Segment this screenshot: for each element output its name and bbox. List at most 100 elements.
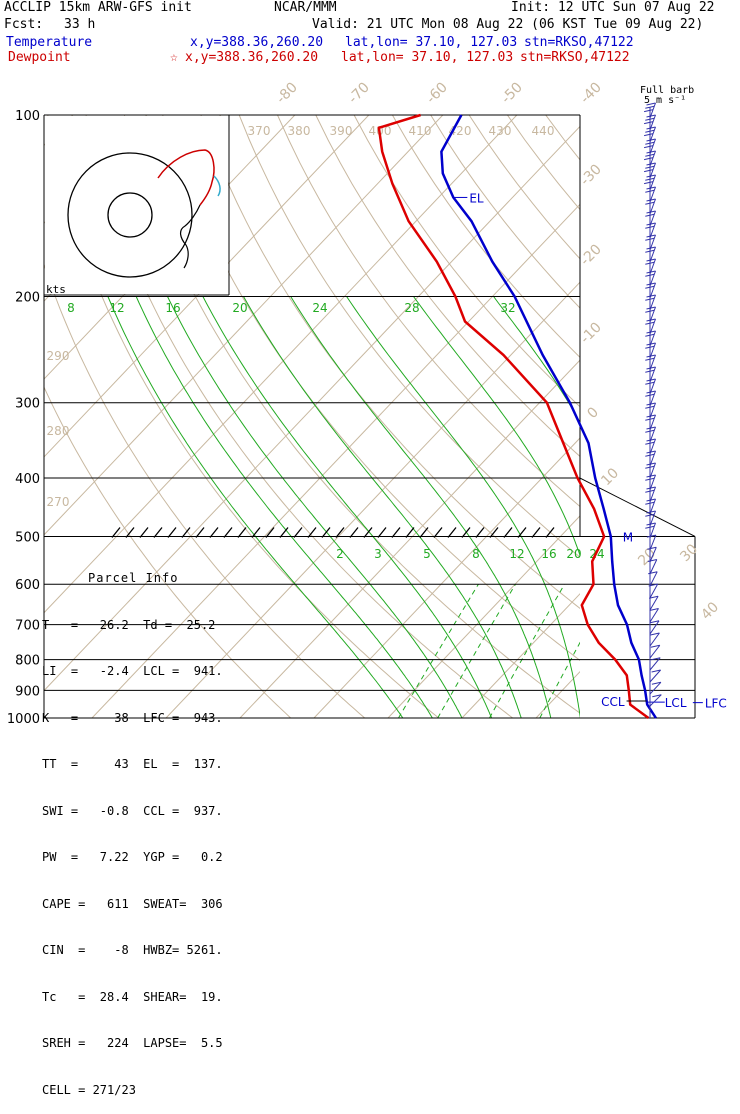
parcel-row: CAPE = 611 SWEAT= 306 bbox=[42, 897, 232, 913]
dry-adiabat-line bbox=[469, 115, 740, 718]
parcel-row: SREH = 224 LAPSE= 5.5 bbox=[42, 1036, 232, 1052]
isotherm-line bbox=[684, 115, 740, 718]
moist-adiabat-line bbox=[494, 297, 640, 719]
isotherm-label: 30 bbox=[677, 541, 701, 565]
theta-label: 370 bbox=[248, 124, 271, 138]
parcel-row: SWI = -0.8 CCL = 937. bbox=[42, 804, 232, 820]
theta-label: 270 bbox=[47, 495, 70, 509]
dry-adiabat-line bbox=[507, 115, 740, 718]
moist-adiabat-line bbox=[291, 297, 551, 719]
mixing-ratio-line bbox=[438, 584, 516, 718]
init-time: Init: 12 UTC Sun 07 Aug 22 bbox=[511, 1, 715, 15]
isotherm-label: -10 bbox=[577, 319, 604, 346]
dewpoint-station: stn=RKSO,47122 bbox=[520, 51, 630, 65]
isotherm-line bbox=[536, 115, 740, 718]
parcel-row: CELL = 271/23 bbox=[42, 1083, 232, 1099]
theta-label: 380 bbox=[288, 124, 311, 138]
moist-adiabat-line bbox=[680, 297, 714, 719]
moist-adiabat-label: 12 bbox=[109, 301, 124, 315]
moist-adiabat-label: 8 bbox=[67, 301, 75, 315]
pressure-tick-label: 100 bbox=[15, 109, 40, 124]
pressure-tick-label: 300 bbox=[15, 397, 40, 412]
theta-label: 280 bbox=[47, 424, 70, 438]
moist-adiabat-label: 20 bbox=[232, 301, 247, 315]
dry-adiabat-line bbox=[584, 115, 740, 718]
moist-adiabat-label: 28 bbox=[404, 301, 419, 315]
wind-barbs bbox=[644, 103, 661, 718]
isotherm-label: 0 bbox=[584, 404, 602, 422]
theta-label: 390 bbox=[330, 124, 353, 138]
dry-adiabat-line bbox=[699, 115, 740, 718]
mixing-ratio-label: 20 bbox=[566, 547, 581, 561]
mixing-ratio-line bbox=[399, 584, 479, 718]
barb-legend-units: 5 m s⁻¹ bbox=[644, 96, 686, 106]
mixing-ratio-label: 5 bbox=[423, 547, 431, 561]
theta-label: 440 bbox=[532, 124, 555, 138]
dry-adiabat-line bbox=[239, 115, 740, 718]
wind-barb-flag bbox=[644, 110, 653, 112]
dewpoint-star-icon: ☆ bbox=[170, 51, 178, 65]
theta-label: 290 bbox=[47, 349, 70, 363]
wind-barb bbox=[650, 584, 658, 598]
dewpoint-line bbox=[379, 115, 649, 718]
temperature-legend: Temperature bbox=[6, 36, 92, 50]
dry-adiabat-line bbox=[546, 115, 740, 718]
wind-barb bbox=[650, 596, 658, 610]
moist-adiabat-label: 32 bbox=[500, 301, 515, 315]
dry-adiabat-line bbox=[622, 115, 740, 718]
pressure-tick-label: 600 bbox=[15, 578, 40, 593]
isotherm-label: -30 bbox=[577, 161, 604, 188]
parcel-info-title: Parcel Info bbox=[42, 571, 232, 587]
dry-adiabat-line bbox=[278, 115, 740, 718]
hodograph bbox=[44, 115, 229, 295]
wind-barb-flag bbox=[644, 122, 653, 124]
moist-adiabat-line bbox=[414, 297, 611, 719]
dry-adiabat-line bbox=[316, 115, 740, 718]
isotherm-label: -60 bbox=[423, 79, 450, 106]
isotherm-label: -40 bbox=[577, 79, 604, 106]
wind-barb bbox=[650, 682, 661, 694]
mixing-ratio-label: 16 bbox=[541, 547, 556, 561]
theta-label: 430 bbox=[489, 124, 512, 138]
fcst-label: Fcst: bbox=[4, 18, 43, 32]
isotherm-line bbox=[610, 115, 740, 718]
isotherm-label: 10 bbox=[598, 465, 622, 489]
mixing-ratio-line bbox=[490, 584, 565, 718]
lcl-label: LCL bbox=[665, 696, 687, 710]
dry-adiabat-line bbox=[392, 115, 740, 718]
isotherm-line bbox=[388, 115, 740, 718]
mixing-ratio-label: 8 bbox=[472, 547, 480, 561]
isotherm-label: 40 bbox=[698, 599, 722, 623]
wind-barb-flag bbox=[644, 146, 653, 148]
model-title: ACCLIP 15km ARW-GFS init bbox=[4, 1, 192, 15]
isotherm-label: -80 bbox=[273, 79, 300, 106]
mixing-ratio-label: 12 bbox=[509, 547, 524, 561]
hodograph-units: kts bbox=[46, 283, 66, 297]
pressure-tick-label: 800 bbox=[15, 654, 40, 669]
wind-barb-flag bbox=[644, 182, 653, 184]
el-label: EL bbox=[469, 191, 484, 205]
dry-adiabat-line bbox=[661, 115, 740, 718]
isotherm-line bbox=[240, 115, 740, 718]
mixing-ratio-label: 3 bbox=[374, 547, 382, 561]
isotherm-label: -50 bbox=[498, 79, 525, 106]
parcel-row: T = 26.2 Td = 25.2 bbox=[42, 618, 232, 634]
pressure-tick-label: 200 bbox=[15, 291, 40, 306]
parcel-info-panel: Parcel Info T = 26.2 Td = 25.2 LI = -2.4… bbox=[42, 540, 232, 1114]
moist-adiabat-line bbox=[728, 297, 740, 719]
pressure-tick-label: 500 bbox=[15, 530, 40, 545]
parcel-row: TT = 43 EL = 137. bbox=[42, 757, 232, 773]
pressure-tick-label: 400 bbox=[15, 472, 40, 487]
mixed-layer-label: M bbox=[623, 530, 633, 544]
pressure-tick-label: 1000 bbox=[7, 712, 40, 727]
wind-barb-flag bbox=[644, 158, 653, 160]
parcel-row: LI = -2.4 LCL = 941. bbox=[42, 664, 232, 680]
moist-adiabat-line bbox=[586, 297, 673, 719]
dewpoint-latlon: lat,lon= 37.10, 127.03 bbox=[341, 51, 513, 65]
dewpoint-legend: Dewpoint bbox=[8, 51, 71, 65]
pressure-tick-label: 700 bbox=[15, 619, 40, 634]
dewpoint-xy: x,y=388.36,260.20 bbox=[185, 51, 318, 65]
dry-adiabat-line bbox=[354, 115, 740, 718]
moist-adiabat-label: 16 bbox=[165, 301, 180, 315]
moist-adiabat-label: 24 bbox=[312, 301, 327, 315]
